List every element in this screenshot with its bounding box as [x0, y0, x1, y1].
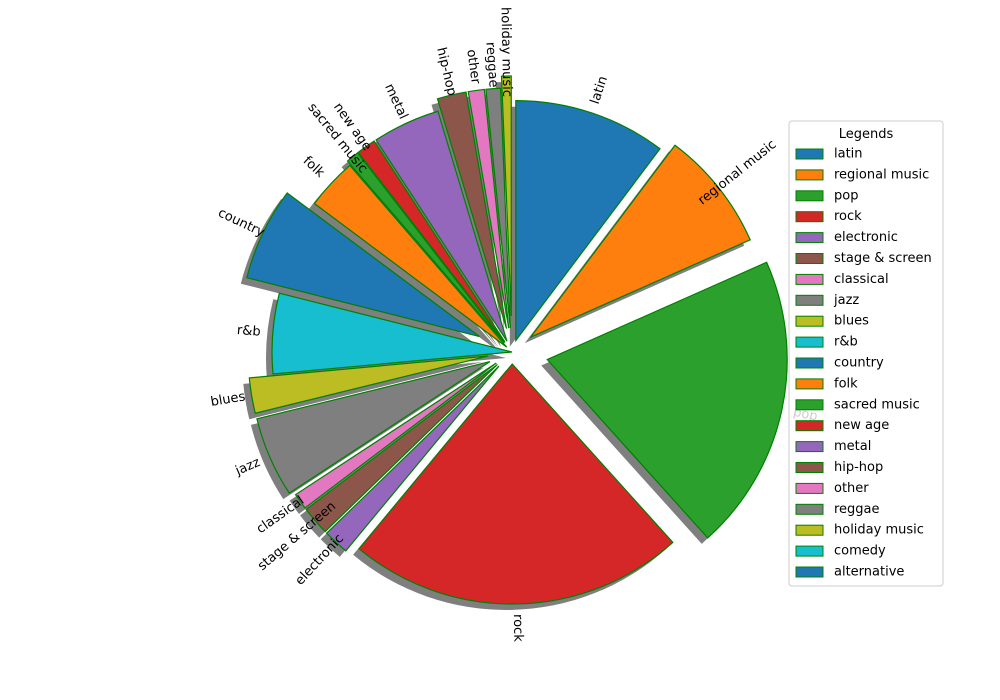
legend-swatch-r-b: [795, 336, 824, 348]
legend-swatch-alternative: [795, 566, 824, 578]
legend-label-folk: folk: [834, 376, 858, 391]
slice-r-b: [271, 292, 513, 375]
legend-swatch-latin: [795, 148, 824, 160]
legend-swatch-sacred-music: [795, 399, 824, 411]
slice-hip-hop: [436, 91, 508, 329]
legend-label-other: other: [834, 481, 869, 496]
legend-label-blues: blues: [834, 314, 869, 329]
slice-reggae: [485, 87, 511, 329]
slice-holiday-music: [500, 75, 512, 317]
legend-label-reggae: reggae: [834, 502, 880, 517]
legend-label-latin: latin: [834, 147, 863, 162]
slice-country: [246, 192, 480, 338]
slice-shadow-blues: [243, 361, 483, 420]
legend-label-comedy: comedy: [834, 544, 886, 559]
slice-label-other: other: [463, 48, 483, 85]
slice-latin: [515, 100, 661, 343]
slice-label-rock: rock: [510, 614, 526, 642]
slice-label-r-b: r&b: [236, 323, 261, 340]
slice-metal: [375, 110, 508, 342]
legend-label-rock: rock: [834, 209, 862, 224]
slice-regional-music: [528, 144, 751, 339]
legend-swatch-reggae: [795, 503, 824, 515]
legend-label-stage-screen: stage & screen: [834, 251, 932, 266]
slice-label-blues: blues: [210, 389, 247, 410]
legend-swatch-folk: [795, 378, 824, 390]
legend-label-hip-hop: hip-hop: [834, 460, 883, 475]
legend-swatch-blues: [795, 315, 824, 327]
legend-label-pop: pop: [834, 188, 858, 203]
legend-items: latin regional music pop rock electronic stag…: [795, 147, 932, 580]
slice-other: [467, 88, 510, 329]
slice-blues: [248, 355, 489, 414]
legend-swatch-comedy: [795, 545, 824, 557]
legend-label-regional-music: regional music: [834, 167, 929, 182]
pie-slices: [246, 75, 788, 605]
legend-label-alternative: alternative: [834, 565, 904, 580]
legend-swatch-rock: [795, 211, 824, 223]
slice-stage-screen: [305, 364, 498, 533]
slice-label-folk: folk: [300, 154, 328, 181]
slice-label-country: country: [215, 206, 267, 241]
slice-pop: [546, 261, 788, 539]
legend-swatch-hip-hop: [795, 462, 824, 473]
legend-swatch-country: [795, 357, 824, 369]
slice-label-hip-hop: hip-hop: [433, 46, 459, 97]
legend-swatch-jazz: [795, 294, 824, 306]
slice-label-latin: latin: [588, 74, 611, 106]
legend: Legends latin regional music pop rock electr…: [788, 120, 944, 587]
slice-electronic: [325, 365, 500, 552]
legend-swatch-electronic: [795, 232, 824, 244]
slice-new-age: [357, 140, 506, 343]
slice-rock: [358, 363, 674, 605]
slice-label-jazz: jazz: [232, 455, 262, 479]
legend-swatch-pop: [795, 190, 824, 202]
legend-label-country: country: [834, 356, 884, 371]
slice-label-regional-music: regional music: [695, 137, 779, 208]
legend-label-jazz: jazz: [833, 293, 859, 308]
legend-label-sacred-music: sacred music: [834, 397, 920, 412]
legend-swatch-regional-music: [795, 169, 824, 181]
legend-swatch-new-age: [795, 420, 824, 432]
legend-frame: [788, 120, 944, 587]
legend-label-new-age: new age: [834, 418, 889, 433]
slice-folk: [313, 164, 508, 348]
legend-swatch-holiday-music: [795, 524, 824, 536]
slice-label-holiday-music: holiday music: [497, 7, 514, 97]
legend-swatch-stage-screen: [795, 253, 824, 264]
legend-label-metal: metal: [834, 439, 871, 454]
slice-label-reggae: reggae: [482, 41, 500, 87]
legend-label-electronic: electronic: [834, 230, 898, 245]
slice-label-metal: metal: [381, 82, 410, 122]
slice-sacred-music: [346, 152, 505, 344]
legend-label-classical: classical: [834, 272, 889, 287]
legend-title: Legends: [839, 127, 894, 142]
legend-swatch-other: [795, 482, 824, 494]
slice-jazz: [256, 360, 491, 494]
legend-label-holiday-music: holiday music: [834, 523, 924, 538]
legend-label-r-b: r&b: [834, 335, 858, 350]
slice-classical: [294, 362, 497, 509]
legend-swatch-metal: [795, 441, 824, 453]
legend-swatch-classical: [795, 273, 824, 285]
